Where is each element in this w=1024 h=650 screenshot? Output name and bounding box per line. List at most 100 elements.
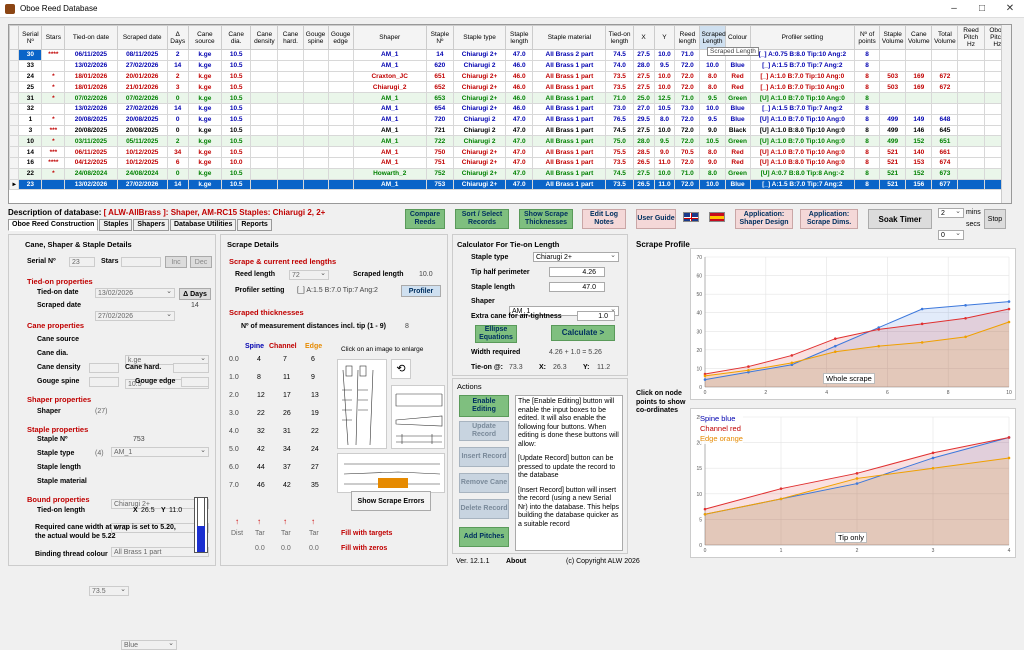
table-cell[interactable]: 26.5 xyxy=(632,156,655,169)
scrape-thickness-value[interactable]: 8 xyxy=(257,374,261,381)
scrape-thickness-value[interactable]: 7 xyxy=(283,356,287,363)
table-cell[interactable]: 71.0 xyxy=(674,167,701,180)
table-cell[interactable]: 645 xyxy=(931,124,959,137)
table-cell[interactable]: 27.5 xyxy=(632,49,655,61)
table-cell[interactable]: 74.5 xyxy=(605,124,634,137)
table-cell[interactable]: 05/11/2025 xyxy=(116,135,168,148)
table-cell[interactable] xyxy=(327,113,354,126)
table-cell[interactable] xyxy=(277,102,304,115)
data-point[interactable] xyxy=(779,487,783,490)
stop-button[interactable]: Stop xyxy=(984,209,1006,229)
data-point[interactable] xyxy=(964,335,967,339)
table-cell[interactable]: 27.5 xyxy=(632,124,655,137)
sort-select-button[interactable]: Sort / Select Records xyxy=(455,209,509,229)
table-cell[interactable]: All Brass 1 part xyxy=(532,102,607,115)
table-cell[interactable] xyxy=(327,135,354,148)
table-cell[interactable]: All Brass 1 part xyxy=(532,146,607,158)
table-cell[interactable] xyxy=(277,49,304,61)
table-cell[interactable]: 9.5 xyxy=(699,92,726,104)
data-point[interactable] xyxy=(790,354,794,357)
edit-log-notes-button[interactable]: Edit Log Notes xyxy=(582,209,626,229)
table-cell[interactable] xyxy=(327,146,354,158)
table-row[interactable]: 24 * 18/01/2026 20/01/2026 2 k.ge 10.5 Craxton_… xyxy=(9,70,1011,83)
inc-button[interactable]: Inc xyxy=(165,256,187,268)
table-cell[interactable]: 28.0 xyxy=(632,59,655,72)
table-cell[interactable]: 652 xyxy=(425,81,454,94)
insert-record-button[interactable]: Insert Record xyxy=(459,447,509,467)
minimize-icon[interactable]: – xyxy=(951,3,957,14)
table-cell[interactable]: 23 xyxy=(18,178,43,191)
table-cell[interactable]: 76.5 xyxy=(605,113,634,126)
table-cell[interactable]: 03/11/2025 xyxy=(64,135,118,148)
table-cell[interactable]: Green xyxy=(724,135,751,148)
data-point[interactable] xyxy=(964,316,967,320)
table-row[interactable]: 30 **** 06/11/2025 08/11/2025 2 k.ge 10.5 AM_1 1… xyxy=(9,49,1011,61)
table-cell[interactable]: 20/08/2025 xyxy=(64,113,118,126)
table-cell[interactable]: 72.0 xyxy=(674,70,701,83)
row-selector[interactable] xyxy=(9,135,20,148)
table-cell[interactable]: 26.5 xyxy=(632,178,655,191)
table-cell[interactable]: 47.0 xyxy=(505,156,534,169)
table-cell[interactable]: 8 xyxy=(854,113,881,126)
show-scrape-errors-button[interactable]: Show Scrape Errors xyxy=(351,491,431,511)
table-cell[interactable]: 20/01/2026 xyxy=(116,70,168,83)
table-cell[interactable]: 2 xyxy=(166,49,189,61)
scrape-thickness-value[interactable]: 22 xyxy=(257,410,265,417)
table-cell[interactable]: k.ge xyxy=(187,102,223,115)
row-selector[interactable] xyxy=(9,59,20,72)
col-header[interactable]: Scraped Length xyxy=(699,25,726,50)
table-cell[interactable]: 10.0 xyxy=(653,70,676,83)
col-header[interactable]: Cane dia. xyxy=(221,25,252,50)
table-cell[interactable]: 28.0 xyxy=(632,135,655,148)
scrape-thickness-value[interactable]: 4 xyxy=(257,356,261,363)
scrape-thickness-value[interactable]: 42 xyxy=(283,482,291,489)
table-cell[interactable] xyxy=(250,49,279,61)
table-cell[interactable]: 10.5 xyxy=(221,178,252,191)
table-cell[interactable]: 74.5 xyxy=(605,49,634,61)
table-cell[interactable]: 6 xyxy=(166,156,189,169)
table-cell[interactable]: 9.5 xyxy=(699,113,726,126)
table-cell[interactable]: All Brass 1 part xyxy=(532,156,607,169)
table-cell[interactable]: 8 xyxy=(854,59,881,72)
reed-length-select[interactable]: 72 xyxy=(289,269,329,280)
table-cell[interactable] xyxy=(957,135,985,148)
table-cell[interactable]: 677 xyxy=(931,178,959,191)
table-cell[interactable]: 06/11/2025 xyxy=(64,49,118,61)
table-cell[interactable] xyxy=(250,81,279,94)
table-row[interactable]: 16 **** 04/12/2025 10/12/2025 6 k.ge 10.0 AM_1 7… xyxy=(9,156,1011,169)
table-cell[interactable]: [U] A:1.0 B:7.0 Tip:10 Ang:0 xyxy=(749,146,856,158)
table-cell[interactable]: 13/02/2026 xyxy=(64,102,118,115)
table-cell[interactable]: 169 xyxy=(905,70,933,83)
table-cell[interactable]: k.ge xyxy=(187,156,223,169)
data-point[interactable] xyxy=(790,361,794,365)
scrape-thickness-value[interactable]: 13 xyxy=(311,392,319,399)
table-cell[interactable]: 156 xyxy=(905,178,933,191)
gouge-spine-field[interactable] xyxy=(89,377,119,387)
table-cell[interactable]: 8 xyxy=(854,167,881,180)
table-cell[interactable]: 10.0 xyxy=(699,102,726,115)
cane-measurement-image[interactable] xyxy=(337,453,445,493)
table-cell[interactable]: * xyxy=(41,135,66,148)
delta-days-button[interactable]: Δ Days xyxy=(179,288,211,300)
delete-record-button[interactable]: Delete Record xyxy=(459,499,509,519)
table-cell[interactable] xyxy=(957,92,985,104)
table-cell[interactable]: 153 xyxy=(905,156,933,169)
table-cell[interactable] xyxy=(302,178,329,191)
table-cell[interactable]: [_] A:1.0 B:7.0 Tip:10 Ang:0 xyxy=(749,70,856,83)
table-cell[interactable]: 499 xyxy=(879,113,907,126)
table-cell[interactable]: 674 xyxy=(931,156,959,169)
table-cell[interactable]: [U] A:1.0 B:7.0 Tip:10 Ang:0 xyxy=(749,92,856,104)
tied-on-length-select[interactable]: 73.5 xyxy=(89,585,129,596)
table-cell[interactable] xyxy=(327,70,354,83)
data-point[interactable] xyxy=(877,344,881,348)
table-cell[interactable] xyxy=(277,156,304,169)
table-cell[interactable]: AM_1 xyxy=(352,156,427,169)
table-cell[interactable] xyxy=(41,59,66,72)
row-selector[interactable] xyxy=(9,124,20,137)
table-cell[interactable]: 08/11/2025 xyxy=(116,49,168,61)
table-cell[interactable]: Chiarugi 2+ xyxy=(452,156,507,169)
calculate-button[interactable]: Calculate > xyxy=(551,325,615,341)
table-cell[interactable]: 13/02/2026 xyxy=(64,59,118,72)
scrape-thickness-value[interactable]: 42 xyxy=(257,446,265,453)
table-cell[interactable]: 8 xyxy=(854,135,881,148)
